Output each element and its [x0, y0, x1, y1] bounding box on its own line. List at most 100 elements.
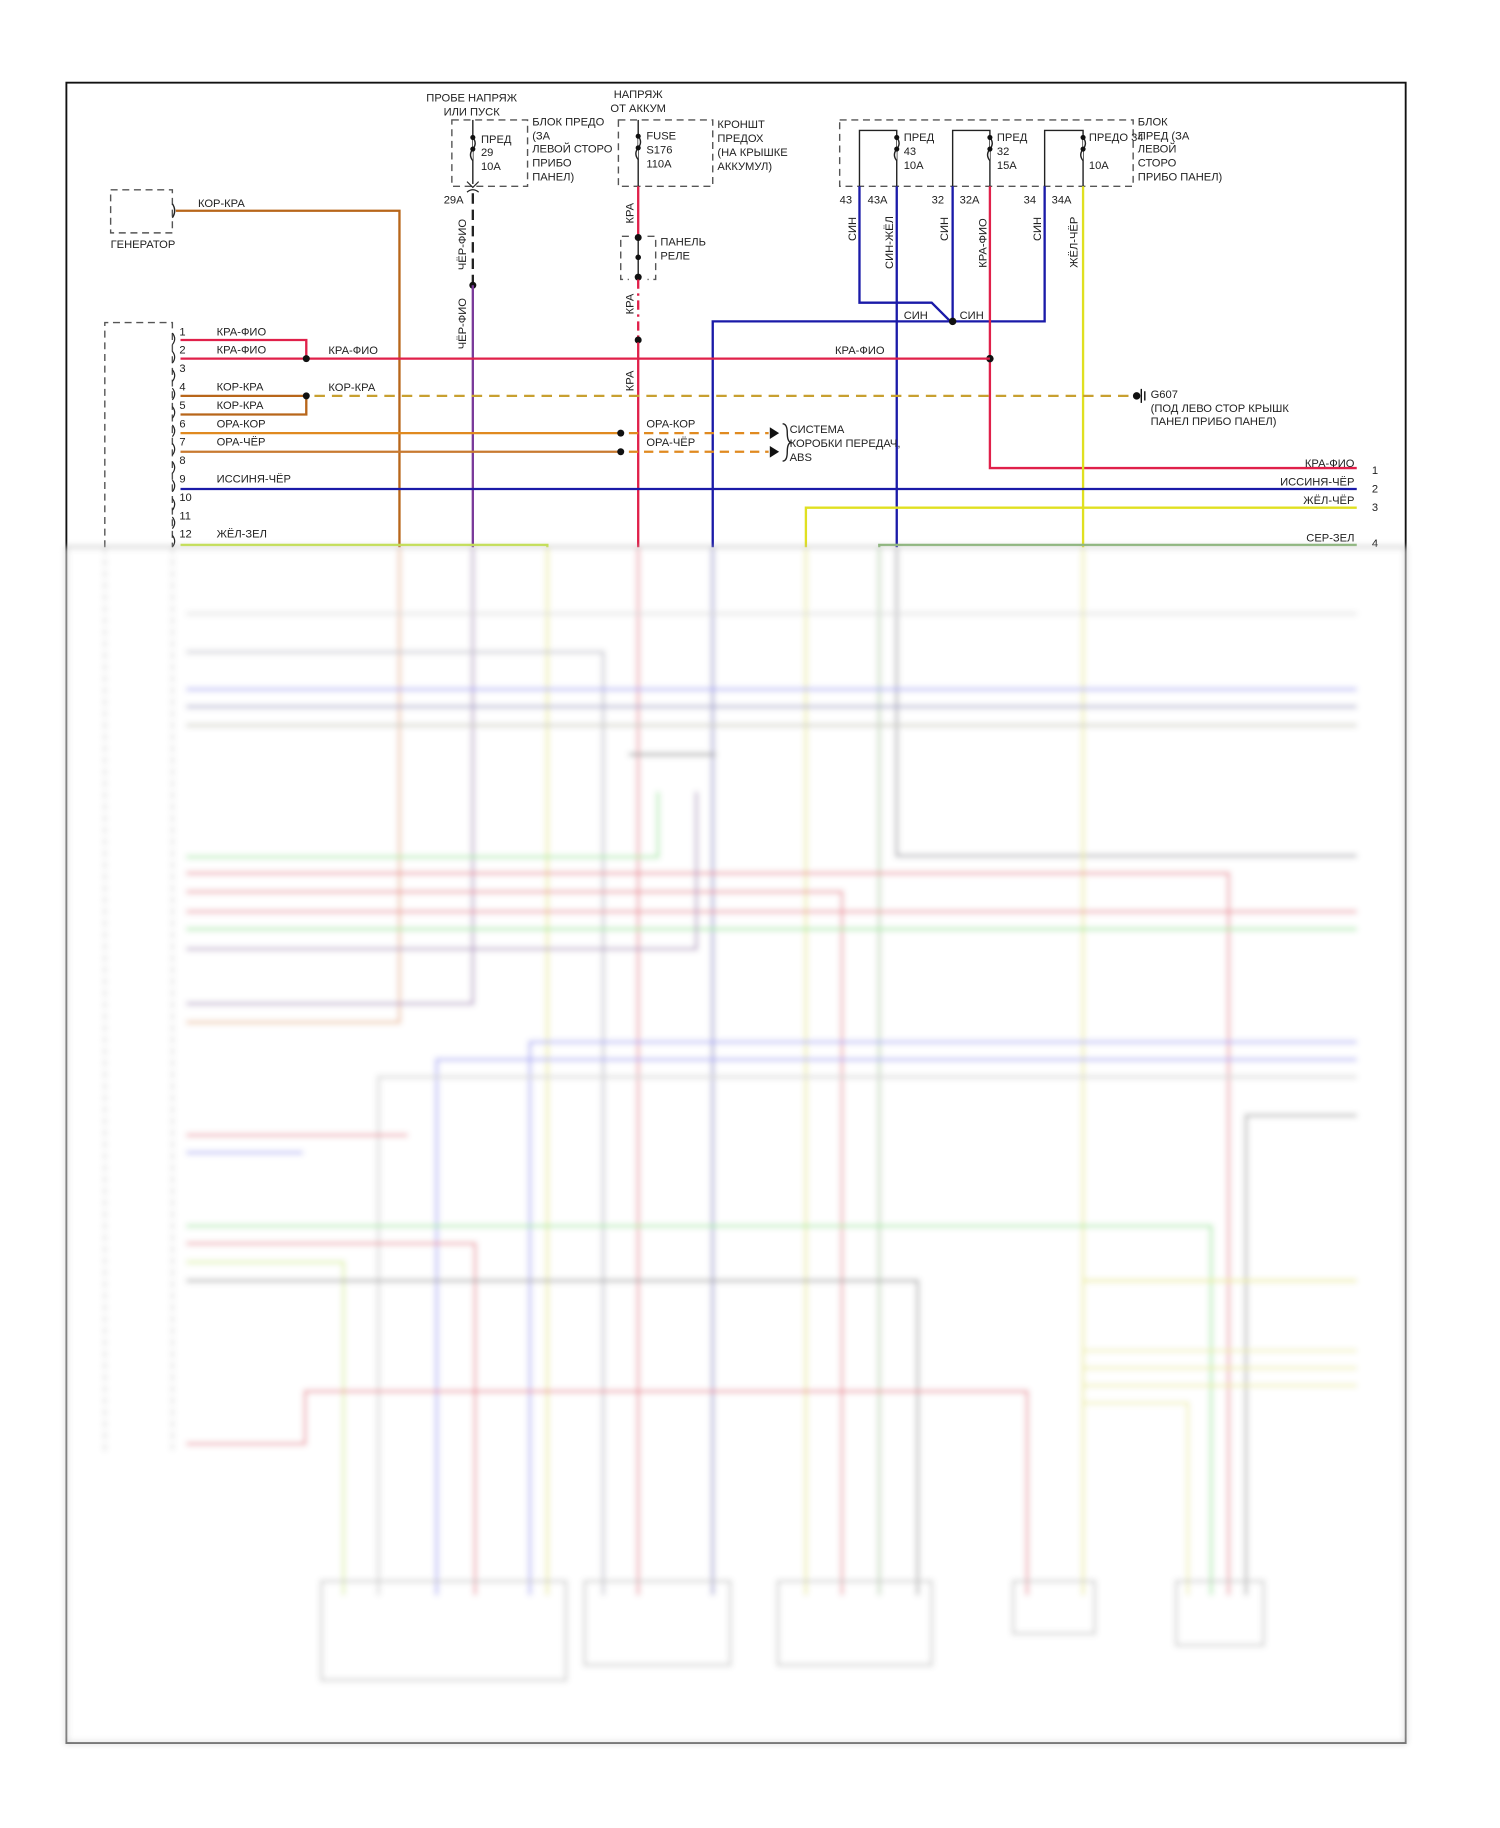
location-label: КРОНШТ	[717, 119, 765, 131]
wire-label: КРА	[625, 202, 637, 223]
pin-connector-icon	[171, 443, 176, 456]
location-label: ЛЕВОЙ СТОРО	[532, 143, 613, 156]
pin-number: 7	[179, 437, 185, 449]
svg-text:34A: 34A	[1052, 195, 1072, 207]
module-connector: 1 КРА-ФИО 2 КРА-ФИО 3 4 КОР-КРА 5 КОР-КРА 6 ОРА-КО…	[104, 321, 1357, 548]
pin-connector-icon	[171, 534, 176, 548]
svg-text:ПАНЕЛ ПРИБО ПАНЕЛ): ПАНЕЛ ПРИБО ПАНЕЛ)	[1151, 416, 1277, 428]
ground-g607: G607 (ПОД ЛЕВО СТОР КРЫШК ПАНЕЛ ПРИБО ПА…	[1132, 388, 1289, 428]
wire-label: КРА	[625, 293, 637, 314]
supply-label: ОТ АККУМ	[610, 103, 666, 115]
fuse-rating: 10А	[481, 161, 501, 173]
ground-icon	[1140, 388, 1146, 403]
svg-text:ПРЕДО 34: ПРЕДО 34	[1089, 132, 1144, 144]
wire-label: КРА-ФИО	[328, 345, 378, 357]
fuse-name: FUSE	[646, 131, 676, 143]
wire-label: СИН	[960, 310, 984, 322]
svg-text:ABS: ABS	[790, 452, 812, 464]
wire-label: ОРА-ЧЁР	[646, 437, 695, 449]
abs-system-reference: СИСТЕМА КОРОБКИ ПЕРЕДАЧ, ABS	[769, 423, 901, 464]
wire-label: СИН	[904, 310, 928, 322]
location-label: БЛОК	[1138, 117, 1168, 129]
fuse-rating: 110А	[646, 159, 672, 171]
wire-label: КОР-КРА	[198, 198, 245, 210]
svg-text:СИСТЕМА: СИСТЕМА	[790, 424, 845, 436]
svg-text:10А: 10А	[904, 160, 924, 172]
wire-label: СИН	[939, 217, 951, 241]
fuse-number: S176	[646, 145, 672, 157]
pin-number: 10	[179, 492, 191, 504]
svg-text:1: 1	[1372, 465, 1378, 477]
svg-text:ПРЕД: ПРЕД	[904, 132, 935, 144]
svg-text:32: 32	[932, 195, 944, 207]
wire-label: КРА-ФИО	[217, 326, 267, 338]
pin-number: 9	[179, 473, 185, 485]
wire-label: ОРА-КОР	[646, 418, 695, 430]
wire-label: КРА-ФИО	[977, 218, 989, 268]
location-label: ПРЕДОХ	[717, 133, 764, 145]
svg-text:КОРОБКИ ПЕРЕДАЧ,: КОРОБКИ ПЕРЕДАЧ,	[790, 438, 901, 450]
fuse-43: ПРЕД 43 10А 43 43A	[840, 129, 935, 207]
wire-label: КОР-КРА	[217, 400, 264, 412]
wire-label: СИН	[1032, 217, 1044, 241]
pin-number: 12	[179, 529, 191, 541]
location-label: (ЗА	[532, 131, 550, 143]
arrow-icon	[769, 427, 780, 439]
svg-text:ИССИНЯ-ЧЁР: ИССИНЯ-ЧЁР	[1280, 477, 1354, 489]
location-label: ПРЕД (ЗА	[1138, 131, 1190, 143]
svg-text:10А: 10А	[1089, 160, 1109, 172]
location-label: АККУМУЛ)	[717, 161, 772, 173]
wire-label: КОР-КРА	[217, 382, 264, 394]
blurred-lower-diagram	[60, 546, 1412, 1747]
svg-text:2: 2	[1372, 484, 1378, 496]
svg-text:34: 34	[1024, 195, 1036, 207]
supply-label: НАПРЯЖ	[614, 89, 664, 101]
pin-number: 1	[179, 326, 185, 338]
wire-label: КРА	[625, 370, 637, 391]
wire-label: ЧЁР-ФИО	[457, 298, 469, 350]
fuse-block-3: ПРЕД 43 10А 43 43A ПРЕД 32 15А 32 32A ПР…	[711, 117, 1357, 548]
svg-text:G607: G607	[1151, 389, 1178, 401]
pin-connector-icon	[171, 406, 176, 419]
fuse-number: 29	[481, 147, 493, 159]
arrow-icon	[769, 445, 780, 458]
supply-label: ПРОБЕ НАПРЯЖ	[426, 92, 517, 104]
svg-text:43: 43	[904, 146, 916, 158]
svg-text:КРА-ФИО: КРА-ФИО	[1305, 458, 1355, 470]
location-label: ПРИБО ПАНЕЛ)	[1138, 171, 1223, 183]
relay-panel-label: ПАНЕЛЬ	[660, 237, 706, 249]
wire-label: ЧЁР-ФИО	[457, 219, 469, 271]
svg-text:ПРЕД: ПРЕД	[997, 132, 1028, 144]
wire-label: ОРА-ЧЁР	[217, 437, 266, 449]
fuse-block-1: ПРОБЕ НАПРЯЖ ИЛИ ПУСК ПРЕД 29 10А БЛОК П…	[426, 92, 613, 548]
svg-text:32A: 32A	[960, 195, 980, 207]
pin-number: 4	[179, 382, 185, 394]
location-label: БЛОК ПРЕДО	[532, 117, 604, 129]
wire-label: ЖЁЛ-ЗЕЛ	[217, 529, 267, 541]
pin-connector-icon	[171, 369, 176, 382]
location-label: СТОРО	[1138, 158, 1177, 170]
pin-connector-icon	[171, 387, 176, 401]
wire-label: ОРА-КОР	[217, 418, 266, 430]
location-label: ПАНЕЛ)	[532, 171, 574, 183]
pin-connector-icon	[171, 461, 176, 474]
wire-label: ЖЁЛ-ЧЁР	[1068, 217, 1080, 268]
pin-connector-icon	[171, 424, 176, 437]
wire-label: КРА-ФИО	[835, 345, 885, 357]
pin-number: 11	[179, 510, 191, 522]
svg-text:СЕР-ЗЕЛ: СЕР-ЗЕЛ	[1306, 532, 1354, 544]
pin-connector-icon	[171, 479, 176, 493]
pin-connector-icon	[171, 498, 176, 511]
supply-label: ИЛИ ПУСК	[444, 106, 501, 118]
relay-panel-label: РЕЛЕ	[660, 251, 690, 263]
generator: ГЕНЕРАТОР КОР-КРА	[109, 189, 401, 548]
fuse-34: ПРЕДО 34 10А 34 34A	[1024, 129, 1144, 207]
pin-connector-icon	[171, 332, 176, 346]
pin-number: 3	[179, 363, 185, 375]
wire-label: КРА-ФИО	[217, 345, 267, 357]
pin-connector-icon	[171, 516, 176, 529]
pin-number: 6	[179, 418, 185, 430]
wire-label: СИН	[847, 217, 859, 241]
svg-text:4: 4	[1372, 538, 1378, 550]
